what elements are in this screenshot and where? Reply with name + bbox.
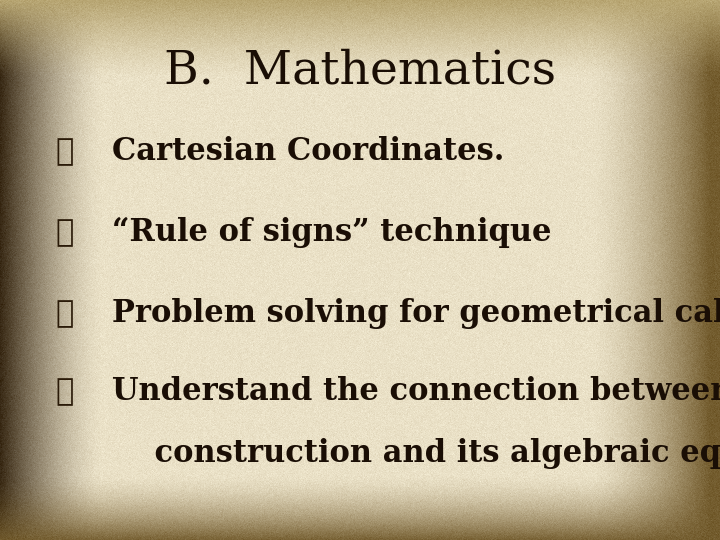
Text: “Rule of signs” technique: “Rule of signs” technique	[112, 217, 551, 248]
Text: Problem solving for geometrical calculus.: Problem solving for geometrical calculus…	[112, 298, 720, 329]
Text: Understand the connection between curves: Understand the connection between curves	[112, 376, 720, 407]
Text: B.  Mathematics: B. Mathematics	[164, 49, 556, 94]
Text: ❖: ❖	[55, 217, 74, 248]
Text: construction and its algebraic equation.: construction and its algebraic equation.	[112, 438, 720, 469]
Text: ❖: ❖	[55, 136, 74, 167]
Text: ❖: ❖	[55, 298, 74, 329]
Text: ❖: ❖	[55, 376, 74, 407]
Text: Cartesian Coordinates.: Cartesian Coordinates.	[112, 136, 504, 167]
